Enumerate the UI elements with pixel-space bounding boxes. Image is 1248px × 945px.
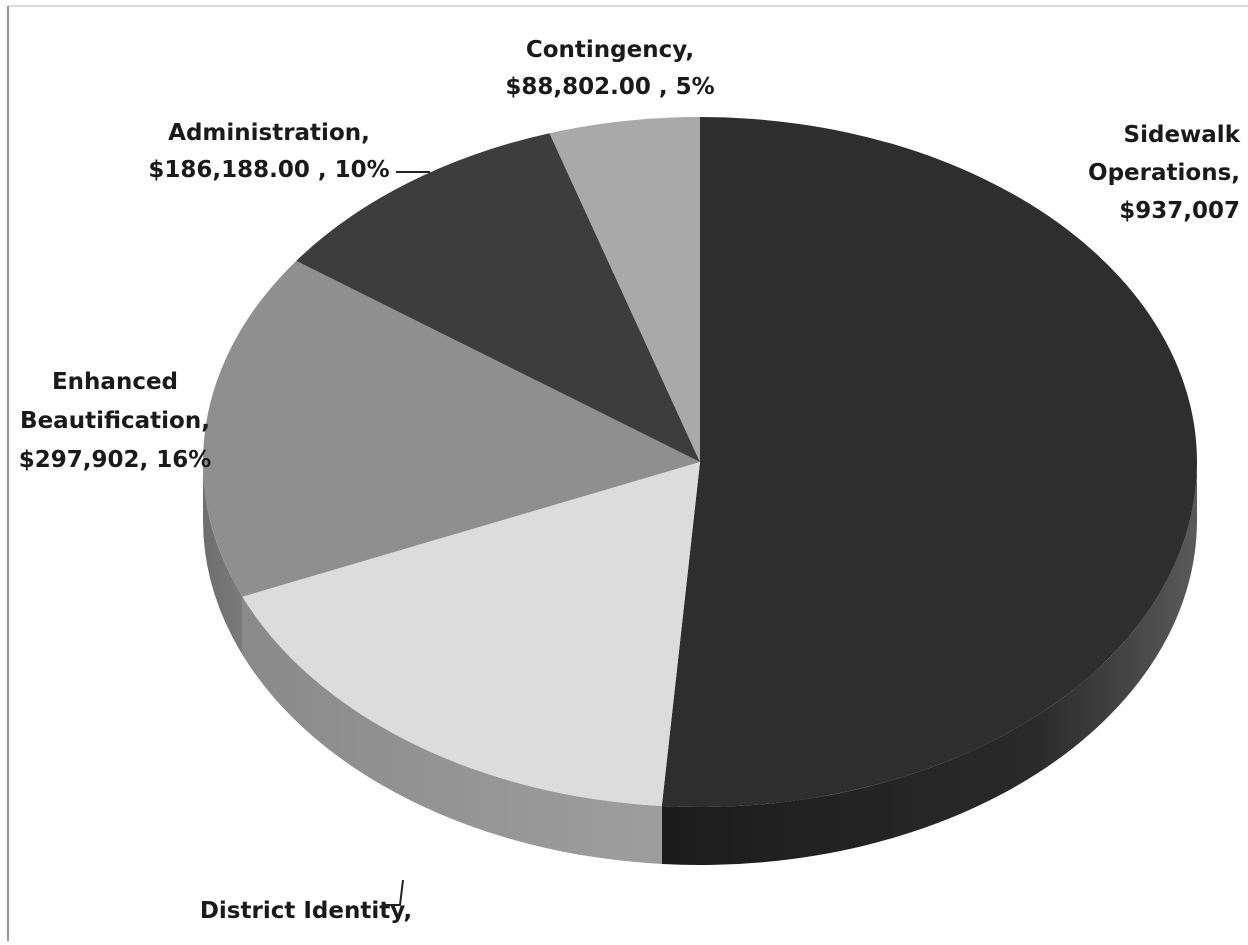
slice-label-2-line-2: $297,902, 16% <box>19 447 212 473</box>
slice-label-4-line-0: Contingency, <box>526 37 694 63</box>
label-group: Sidewalk Operations, $937,007 District Iden… <box>19 37 1241 924</box>
slice-label-0: Sidewalk Operations, $937,007 <box>1088 122 1241 224</box>
slice-label-0-line-0: Sidewalk <box>1124 122 1241 148</box>
pie-side-1 <box>242 596 662 864</box>
slice-label-2: Enhanced Beautification, $297,902, 16% <box>19 369 212 473</box>
pie-group <box>7 5 1248 941</box>
pie-slice-2 <box>202 260 701 597</box>
slice-label-0-line-2: $937,007 <box>1119 198 1240 224</box>
pie-side-2 <box>203 462 243 655</box>
pie-slice-1 <box>242 462 700 806</box>
pie-slice-4 <box>549 117 700 462</box>
slice-label-1: District Identity, <box>200 898 412 924</box>
slice-label-3-line-1: $186,188.00 , 10% <box>148 157 389 183</box>
pie-side-0 <box>661 462 1197 865</box>
slice-label-3: Administration, $186,188.00 , 10% <box>148 120 389 183</box>
slice-label-4-line-1: $88,802.00 , 5% <box>505 74 714 100</box>
slice-label-0-line-1: Operations, <box>1088 160 1240 186</box>
pie-slice-0 <box>661 117 1197 807</box>
pie-slice-3 <box>296 133 700 462</box>
slice-label-2-line-1: Beautification, <box>20 408 210 434</box>
slice-label-3-line-0: Administration, <box>168 120 370 146</box>
slice-label-2-line-0: Enhanced <box>52 369 178 395</box>
leader-line-district-identity <box>383 879 404 906</box>
slice-label-4: Contingency, $88,802.00 , 5% <box>505 37 714 100</box>
slice-label-1-line-0: District Identity, <box>200 898 412 924</box>
